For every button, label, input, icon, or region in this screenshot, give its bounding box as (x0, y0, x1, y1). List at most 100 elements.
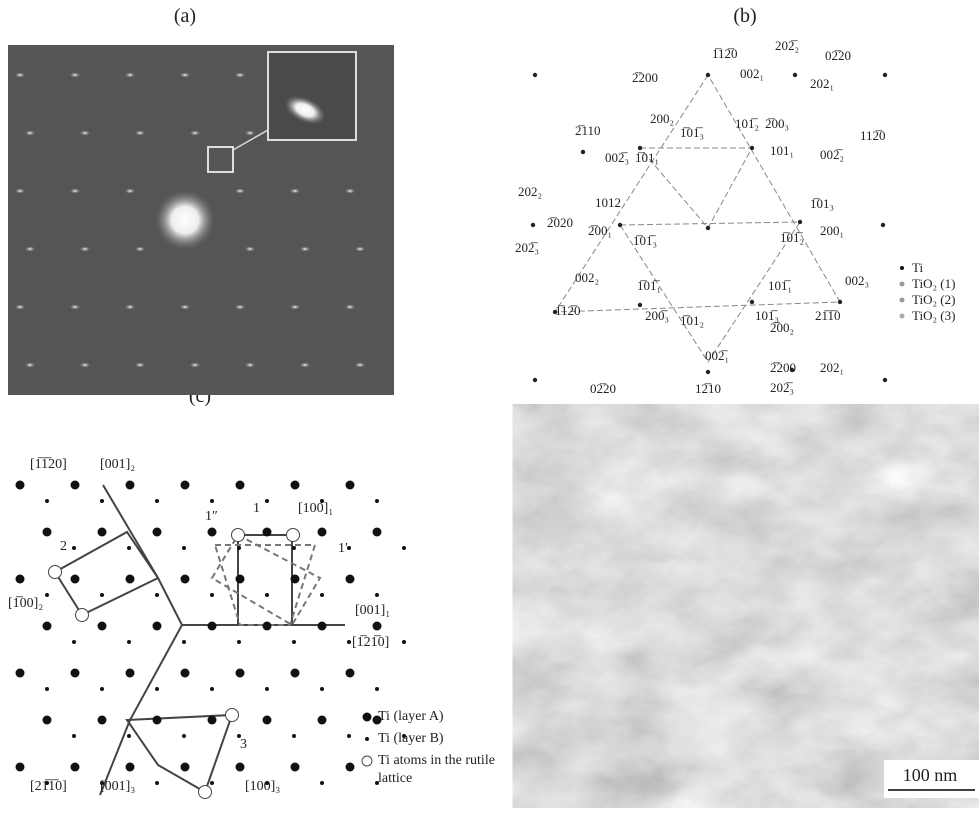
atom-a (208, 528, 217, 537)
atom-b (402, 640, 406, 644)
diffraction-spot (344, 304, 356, 310)
diffraction-spot (14, 304, 26, 310)
reflection-label: 2̅110 (575, 123, 601, 138)
atom-a (291, 481, 300, 490)
direction-label: [1̅00]₂ (8, 596, 43, 611)
diffraction-spot (354, 362, 366, 368)
legend-label: Ti (layer B) (378, 730, 503, 748)
legend-label: TiO₂ (3) (912, 308, 955, 323)
atom-a (181, 763, 190, 772)
reflection-label: 200̅₃ (645, 308, 669, 323)
reflection-label: 02̅20 (590, 381, 616, 396)
reflection-label: 112̅0 (860, 128, 886, 143)
scale-bar-label: 100 nm (903, 765, 958, 785)
diffraction-spot (189, 362, 201, 368)
diffraction-spot (24, 130, 36, 136)
atom-b (320, 593, 324, 597)
atom-a (208, 716, 217, 725)
spot (618, 223, 622, 227)
atom-b (210, 593, 214, 597)
diffraction-spot (299, 362, 311, 368)
atom-a (16, 669, 25, 678)
atom-a (346, 481, 355, 490)
atom-a (181, 669, 190, 678)
atom-b (182, 734, 186, 738)
atom-a (126, 481, 135, 490)
atom-a (98, 622, 107, 631)
diffraction-spot (179, 304, 191, 310)
spot (883, 73, 887, 77)
diffraction-spot (69, 304, 81, 310)
atom-a (16, 763, 25, 772)
atom-b (72, 640, 76, 644)
atom-a (291, 763, 300, 772)
atom-b (100, 499, 104, 503)
legend-marker (365, 737, 369, 741)
reflection-label: 02̅20 (825, 48, 851, 63)
reflection-label: 202₁ (820, 360, 844, 375)
diffraction-spot (79, 130, 91, 136)
atom-b (155, 499, 159, 503)
reflection-label: 2̅020 (547, 215, 573, 230)
diffraction-spot (179, 72, 191, 78)
reflection-label: 1̅01̅₁ (637, 278, 661, 293)
diffraction-spot (354, 246, 366, 252)
atom-b (72, 546, 76, 550)
atom-a (346, 575, 355, 584)
reflection-label: 202̅₃ (770, 380, 794, 395)
atom-b (320, 687, 324, 691)
atom-a (263, 528, 272, 537)
reflection-label: 002̅₃ (605, 150, 629, 165)
atom-a (181, 481, 190, 490)
atom-b (127, 734, 131, 738)
direction-label: 1′ (338, 541, 348, 556)
atom-a (291, 669, 300, 678)
atom-a (98, 528, 107, 537)
reflection-label: 101₁ (770, 143, 794, 158)
reflection-label: 002₃ (845, 273, 869, 288)
diffraction-spot (134, 362, 146, 368)
atom-b (155, 687, 159, 691)
atom-b (210, 687, 214, 691)
reflection-label: 002₂ (575, 270, 599, 285)
reflection-label: 1̅01̅₂ (780, 230, 804, 245)
atom-b (375, 499, 379, 503)
direction-label: [001]₂ (100, 457, 135, 472)
atom-b (237, 546, 241, 550)
reflection-label: 2̅00₃ (765, 116, 789, 131)
reflection-label: 2̅00₁ (588, 223, 612, 238)
panel-label: (b) (733, 5, 756, 27)
spot (533, 378, 537, 382)
diffraction-spot (134, 130, 146, 136)
direction-label: [1̅21̅0] (352, 635, 389, 650)
atom-a (346, 763, 355, 772)
reflection-label: 200₁ (820, 223, 844, 238)
atom-a (98, 716, 107, 725)
reflection-label: 002̅₂ (820, 147, 844, 162)
rutile-atom (287, 529, 300, 542)
spot (581, 150, 585, 154)
diffraction-spot (344, 188, 356, 194)
reflection-label: 1̅01₃ (810, 196, 834, 211)
atom-a (208, 622, 217, 631)
atom-a (126, 575, 135, 584)
diffraction-spot (234, 304, 246, 310)
atom-a (318, 716, 327, 725)
atom-b (210, 499, 214, 503)
diffraction-spot (124, 188, 136, 194)
atom-a (71, 669, 80, 678)
diffraction-spot (134, 246, 146, 252)
diffraction-spot (289, 188, 301, 194)
atom-a (373, 622, 382, 631)
reflection-label: 002̅₁ (705, 348, 729, 363)
atom-b (155, 781, 159, 785)
rutile-atom (232, 529, 245, 542)
atom-b (72, 734, 76, 738)
legend-marker (900, 282, 905, 287)
spot (706, 370, 710, 374)
atom-a (236, 669, 245, 678)
atom-a (153, 716, 162, 725)
reflection-label: 1̅12̅0 (555, 303, 581, 318)
panel-label: (d) (733, 408, 756, 430)
reflection-label: 202₂ (518, 184, 542, 199)
